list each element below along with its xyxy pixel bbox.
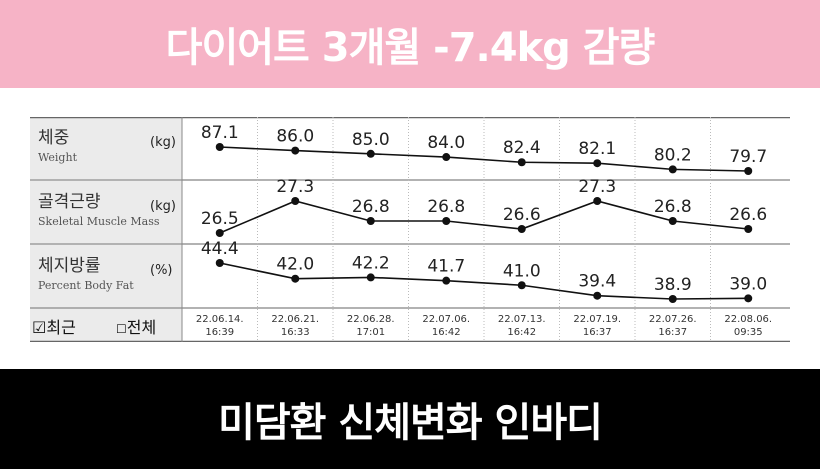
footer-title: 미담환 신체변화 인바디 [218,400,603,446]
range-options: ☑최근 ☐전체 [30,307,180,342]
data-label: 82.4 [503,138,541,158]
data-point [744,167,753,175]
data-point [668,295,677,303]
x-tick-label: 16:42 [507,327,536,338]
row-title-ko: 체중 [38,128,70,148]
x-tick-label: 22.06.21. [271,314,319,325]
data-point [215,143,224,151]
data-label: 86.0 [276,127,314,147]
data-point [744,294,753,303]
data-label: 27.3 [578,177,616,197]
x-tick-label: 22.07.13. [498,314,546,325]
row-label-bg [30,181,182,243]
row-label-muscle: 골격근량 Skeletal Muscle Mass (kg) [30,181,180,243]
data-label: 41.7 [427,257,465,277]
data-label: 26.6 [503,205,541,225]
all-label: 전체 [126,318,157,337]
x-tick-label: 09:35 [734,327,763,338]
history-chart: 87.1 86.0 85.0 84.0 82.4 82.1 80.2 79.7 26.5 27.3… [30,117,790,342]
row-unit: (kg) [150,135,176,150]
data-point [442,153,451,162]
row-title-en: Percent Body Fat [38,279,134,292]
row-title-en: Weight [38,151,77,164]
x-tick-label: 16:37 [583,327,612,338]
data-point [442,217,451,225]
series-line [219,146,749,172]
data-point [668,217,677,225]
data-point [593,291,602,300]
all-option[interactable]: ☐전체 [116,314,156,338]
data-label: 41.0 [503,261,541,281]
unchecked-box-icon: ☐ [116,322,127,336]
data-label: 44.4 [201,239,239,259]
data-point [517,158,526,167]
x-tick-label: 16:39 [205,327,234,338]
data-label: 42.2 [352,253,390,273]
x-tick-label: 17:01 [356,327,385,338]
data-point [442,276,451,285]
top-banner: 다이어트 3개월 -7.4kg 감량 [0,0,820,88]
data-label: 38.9 [654,275,692,295]
data-label: 39.0 [729,274,767,294]
x-tick-label: 22.07.26. [649,314,697,325]
x-tick-label: 22.07.06. [422,314,470,325]
data-label: 85.0 [352,130,390,150]
x-tick-label: 22.06.28. [347,314,395,325]
data-point [593,197,602,205]
data-point [517,225,526,233]
data-point [366,217,375,225]
checked-box-icon: ☑ [32,318,47,337]
row-title-ko: 체지방률 [38,256,101,276]
recent-label: 최근 [46,318,76,337]
data-point [366,273,375,282]
x-tick-label: 22.07.19. [573,314,621,325]
x-tick-label: 22.06.14. [196,314,244,325]
data-label: 84.0 [427,133,465,153]
row-label-bg [30,117,182,179]
data-label: 26.8 [352,197,390,217]
data-label: 26.6 [729,205,767,225]
row-label-bg [30,245,182,307]
series-line [219,200,749,234]
row-title-en: Skeletal Muscle Mass [38,215,160,228]
row-label-fat: 체지방률 Percent Body Fat (%) [30,245,180,307]
inbody-chart-panel: 87.1 86.0 85.0 84.0 82.4 82.1 80.2 79.7 26.5 27.3… [30,117,790,342]
data-label: 26.8 [654,197,692,217]
data-label: 39.4 [578,272,616,292]
data-point [215,259,224,267]
x-tick-label: 16:33 [281,327,310,338]
data-point [366,149,375,158]
data-point [291,146,300,155]
recent-option[interactable]: ☑최근 [32,314,76,338]
bottom-banner: 미담환 신체변화 인바디 [0,369,820,469]
data-point [668,165,677,174]
x-tick-label: 22.08.06. [724,314,772,325]
data-point [291,274,300,283]
row-title-ko: 골격근량 [38,192,101,212]
data-label: 42.0 [276,255,314,275]
data-point [744,225,753,233]
data-label: 79.7 [729,147,767,167]
data-label: 82.1 [578,139,616,159]
data-label: 80.2 [654,145,692,165]
options-bg [30,307,182,342]
data-label: 87.1 [201,123,239,143]
row-unit: (%) [150,263,173,278]
x-tick-label: 16:42 [432,327,461,338]
data-point [593,159,602,168]
series-line [219,262,749,300]
x-tick-label: 16:37 [658,327,687,338]
data-label: 26.8 [427,197,465,217]
data-point [215,229,224,237]
row-label-weight: 체중 Weight (kg) [30,117,180,179]
page-title: 다이어트 3개월 -7.4kg 감량 [165,25,656,71]
data-point [291,197,300,205]
data-label: 27.3 [276,177,314,197]
row-unit: (kg) [150,199,176,214]
data-label: 26.5 [201,209,239,229]
data-point [517,281,526,290]
